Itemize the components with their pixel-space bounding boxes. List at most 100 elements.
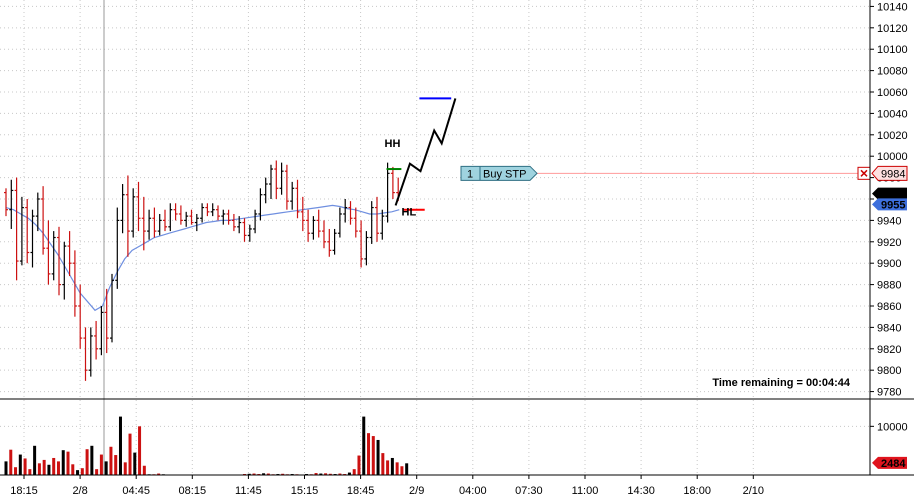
volume-last-marker: 2484 xyxy=(872,456,907,470)
time-tick-label: 04:45 xyxy=(122,485,150,497)
price-marker: 9965 xyxy=(872,187,907,201)
price-marker-shape xyxy=(872,198,907,211)
price-bar xyxy=(99,305,104,356)
time-tick-label: 18:45 xyxy=(347,485,375,497)
price-tick-label: 9880 xyxy=(877,280,901,292)
price-bar xyxy=(274,160,279,199)
pattern-overlay: HH HL xyxy=(385,97,457,219)
price-bar xyxy=(67,231,72,277)
price-bar xyxy=(205,203,210,217)
order-type-label: Buy STP xyxy=(483,168,526,180)
volume-bar xyxy=(66,451,70,475)
price-bar xyxy=(72,250,77,317)
volume-bar xyxy=(47,464,51,475)
volume-bar xyxy=(61,450,65,475)
price-bar xyxy=(359,220,364,268)
volume-bar xyxy=(128,433,132,475)
price-bar xyxy=(115,207,120,289)
price-tick-label: 10020 xyxy=(877,130,908,142)
price-bar xyxy=(269,164,273,199)
volume-bar xyxy=(118,416,122,475)
order-qty: 1 xyxy=(467,168,473,180)
volume-bar xyxy=(52,457,56,475)
price-bar xyxy=(200,203,205,223)
volume-bar xyxy=(14,467,18,475)
time-remaining-text: Time remaining = 00:04:44 xyxy=(712,377,851,389)
volume-bar xyxy=(9,449,13,475)
price-tick-label: 9920 xyxy=(877,237,901,249)
volume-bar xyxy=(376,439,380,475)
volume-bar xyxy=(80,468,84,475)
price-axis: 10140 10120 10100 10080 10060 10040 10020 10000… xyxy=(870,1,908,470)
price-marker: 9955 xyxy=(872,198,907,211)
volume-bar xyxy=(42,459,46,475)
price-bar xyxy=(51,231,56,281)
volume-bar xyxy=(352,469,356,475)
volume-bar xyxy=(138,426,142,475)
order-price-marker-shape xyxy=(871,165,908,181)
price-tick-label: 10080 xyxy=(877,66,908,78)
price-bar xyxy=(316,209,321,238)
volume-bar xyxy=(90,445,94,475)
price-bar xyxy=(131,188,136,238)
volume-bar xyxy=(324,473,328,475)
price-bar xyxy=(327,228,332,257)
price-bar xyxy=(41,186,46,255)
price-bar xyxy=(30,209,35,268)
volume-bar xyxy=(95,469,99,475)
price-bar xyxy=(110,273,114,343)
price-tick-label: 10060 xyxy=(877,87,908,99)
volume-bar xyxy=(37,463,41,475)
time-tick-label: 18:00 xyxy=(683,485,711,497)
price-tick-label: 10120 xyxy=(877,23,908,35)
higher-low-label: HL xyxy=(402,207,417,219)
price-bar xyxy=(25,199,30,264)
volume-bar xyxy=(347,472,351,475)
price-bar xyxy=(184,211,189,227)
price-bars xyxy=(4,160,401,381)
volume-bar xyxy=(381,453,385,475)
volume-bar xyxy=(319,473,323,475)
price-bar xyxy=(258,188,263,221)
buy-stop-order-tag[interactable]: 1 Buy STP xyxy=(460,165,538,181)
price-tick-label: 9780 xyxy=(877,387,901,399)
cancel-order-icon[interactable] xyxy=(857,166,871,180)
price-bar xyxy=(173,203,178,221)
volume-bar xyxy=(123,462,127,475)
price-tick-label: 9820 xyxy=(877,344,901,356)
volume-bar xyxy=(395,462,399,475)
time-tick-label: 18:15 xyxy=(10,485,38,497)
price-bar xyxy=(284,164,289,210)
price-bar xyxy=(210,203,215,217)
price-bar xyxy=(141,196,146,251)
volume-bar xyxy=(28,469,32,475)
price-marker-text: 9965 xyxy=(881,189,905,201)
price-bar xyxy=(353,207,358,238)
price-tick-label: 9800 xyxy=(877,365,901,377)
price-bar xyxy=(369,201,374,244)
price-bar xyxy=(104,288,109,354)
volume-bar xyxy=(133,452,137,475)
volume-tick-label: 10000 xyxy=(877,421,908,433)
price-bar xyxy=(78,284,83,349)
volume-bar xyxy=(390,457,394,475)
price-bar xyxy=(290,181,295,210)
volume-bar xyxy=(23,458,27,475)
price-bar xyxy=(337,207,342,238)
price-tick-label: 9840 xyxy=(877,322,901,334)
panel-frames xyxy=(0,0,914,476)
order-line[interactable]: 1 Buy STP xyxy=(460,165,871,181)
price-bar xyxy=(375,196,379,242)
volume-bar xyxy=(33,445,37,475)
price-bar xyxy=(83,327,88,381)
price-bar xyxy=(263,177,268,204)
price-bar xyxy=(62,241,67,300)
volume-bar xyxy=(262,473,266,475)
volume-marker-shape xyxy=(872,456,907,469)
volume-bars xyxy=(4,416,409,475)
volume-bar xyxy=(362,416,366,475)
price-bar xyxy=(9,179,14,229)
volume-bar xyxy=(367,433,371,475)
